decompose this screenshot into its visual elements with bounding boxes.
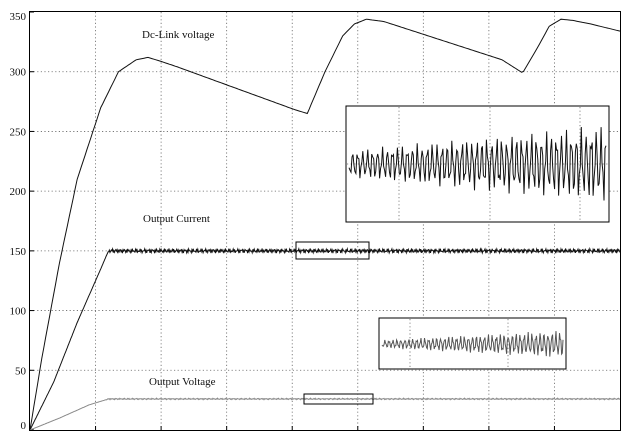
series-line-dc-link-voltage <box>29 18 621 431</box>
current-inset-trace <box>348 126 607 201</box>
y-tick-label: 250 <box>10 126 27 138</box>
series-line-output-current <box>29 246 621 431</box>
y-tick-label: 100 <box>10 306 27 318</box>
y-tick-label: 300 <box>10 67 27 79</box>
current-zoom-marker <box>295 241 370 260</box>
output-voltage-label: Output Voltage <box>149 376 216 388</box>
voltage-inset-trace <box>381 331 564 357</box>
y-tick-label: 0 <box>21 420 27 431</box>
series-layer <box>29 18 621 431</box>
current-zoom-inset <box>345 105 610 223</box>
y-tick-label: 200 <box>10 186 27 198</box>
output-current-label: Output Current <box>143 213 210 225</box>
voltage-zoom-marker <box>303 393 374 405</box>
y-tick-label: 150 <box>10 246 27 258</box>
y-axis: 0 50 100 150 200 250 300 350 <box>10 11 555 431</box>
voltage-zoom-inset <box>378 317 567 370</box>
y-tick-label: 50 <box>15 365 27 377</box>
series-line-output-voltage <box>29 397 621 431</box>
dc-link-label: Dc-Link voltage <box>142 29 215 41</box>
voltage-inset-frame <box>378 317 567 370</box>
y-tick-label: 350 <box>10 11 27 23</box>
